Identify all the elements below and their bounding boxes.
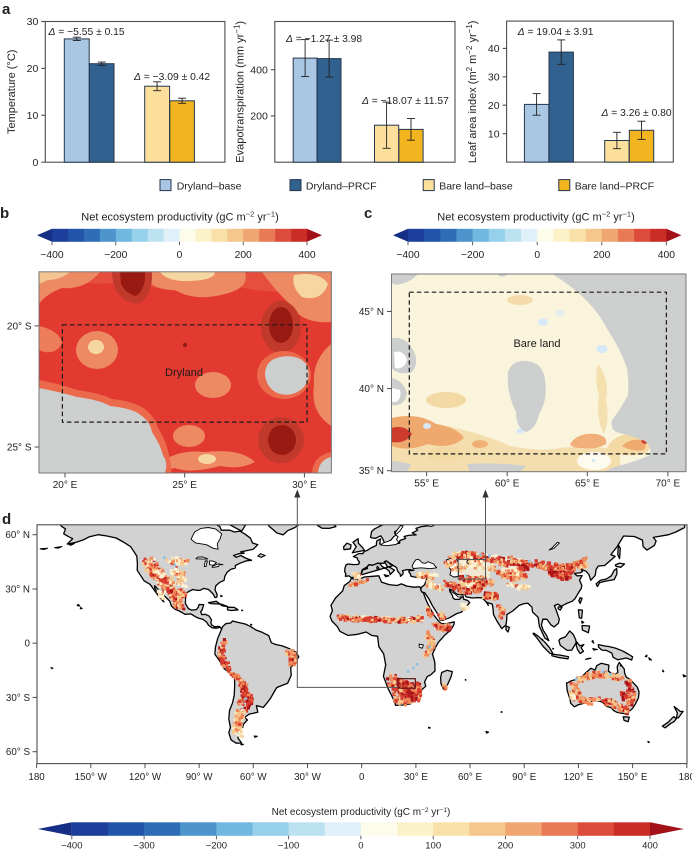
svg-text:150° W: 150° W	[75, 772, 108, 783]
svg-text:200: 200	[497, 841, 513, 852]
svg-text:Dryland–base: Dryland–base	[177, 180, 242, 192]
svg-text:Net ecosystem productivity (gC: Net ecosystem productivity (gC m−2 yr−1)	[272, 807, 451, 819]
svg-text:d: d	[2, 511, 11, 528]
svg-text:0: 0	[177, 250, 183, 261]
svg-text:25° S: 25° S	[7, 443, 32, 454]
svg-text:−400: −400	[396, 250, 419, 261]
svg-text:60° E: 60° E	[458, 772, 483, 783]
svg-text:Bare land: Bare land	[513, 338, 560, 350]
svg-text:40° N: 40° N	[359, 384, 384, 395]
svg-text:20° S: 20° S	[7, 321, 32, 332]
svg-text:0: 0	[534, 250, 540, 261]
svg-text:120° W: 120° W	[129, 772, 162, 783]
svg-text:400: 400	[658, 250, 675, 261]
svg-text:90° W: 90° W	[186, 772, 214, 783]
svg-text:Δ = −5.55 ± 0.15: Δ = −5.55 ± 0.15	[48, 27, 125, 38]
svg-text:20° E: 20° E	[53, 480, 78, 491]
svg-text:180: 180	[679, 772, 692, 783]
svg-text:200: 200	[250, 111, 268, 123]
svg-text:−200: −200	[104, 250, 127, 261]
svg-text:0: 0	[359, 772, 365, 783]
svg-text:Δ = 3.26 ± 0.80: Δ = 3.26 ± 0.80	[601, 108, 672, 119]
svg-text:30° N: 30° N	[5, 584, 30, 595]
svg-text:c: c	[364, 205, 372, 222]
svg-text:60° E: 60° E	[495, 479, 520, 490]
svg-text:30° W: 30° W	[294, 772, 322, 783]
svg-text:−400: −400	[61, 841, 82, 852]
svg-text:Leaf area index (m2 m−2 yr−1): Leaf area index (m2 m−2 yr−1)	[465, 21, 480, 164]
svg-text:400: 400	[642, 841, 658, 852]
svg-text:35° N: 35° N	[359, 466, 384, 477]
svg-text:a: a	[2, 1, 11, 18]
svg-text:Dryland–PRCF: Dryland–PRCF	[306, 180, 377, 192]
svg-text:90° E: 90° E	[512, 772, 537, 783]
svg-text:10: 10	[27, 110, 39, 122]
svg-text:180: 180	[28, 772, 45, 783]
svg-text:Δ = −3.09 ± 0.42: Δ = −3.09 ± 0.42	[133, 72, 210, 83]
svg-text:−300: −300	[133, 841, 154, 852]
svg-text:150° E: 150° E	[618, 772, 648, 783]
svg-text:30° E: 30° E	[404, 772, 429, 783]
svg-text:60° N: 60° N	[5, 530, 30, 541]
svg-text:400: 400	[298, 250, 315, 261]
svg-text:Temperature (°C): Temperature (°C)	[6, 50, 18, 134]
svg-text:Net ecosystem productivity (gC: Net ecosystem productivity (gC m−2 yr−1)	[437, 209, 634, 224]
svg-text:0: 0	[25, 639, 31, 650]
svg-text:Bare land–PRCF: Bare land–PRCF	[575, 180, 654, 192]
svg-text:55° E: 55° E	[414, 479, 439, 490]
svg-text:25° E: 25° E	[172, 480, 197, 491]
svg-text:Δ = −18.07 ± 11.57: Δ = −18.07 ± 11.57	[361, 96, 449, 107]
svg-text:−400: −400	[40, 250, 63, 261]
svg-text:Evapotranspiration (mm yr−1): Evapotranspiration (mm yr−1)	[232, 21, 247, 163]
svg-text:45° N: 45° N	[359, 307, 384, 318]
svg-text:70° E: 70° E	[656, 479, 681, 490]
svg-text:Net ecosystem productivity (gC: Net ecosystem productivity (gC m−2 yr−1)	[81, 209, 278, 224]
svg-text:30: 30	[488, 71, 500, 83]
svg-text:65° E: 65° E	[575, 479, 600, 490]
svg-text:Bare land–base: Bare land–base	[439, 180, 513, 192]
svg-text:20: 20	[488, 100, 500, 112]
svg-text:0: 0	[32, 157, 38, 169]
svg-text:400: 400	[250, 64, 268, 76]
svg-text:40: 40	[488, 43, 500, 55]
svg-text:−200: −200	[461, 250, 484, 261]
svg-text:10: 10	[488, 128, 500, 140]
svg-text:Δ = 19.04 ± 3.91: Δ = 19.04 ± 3.91	[517, 27, 594, 38]
svg-text:−100: −100	[278, 841, 299, 852]
svg-text:30° S: 30° S	[6, 693, 31, 704]
svg-text:300: 300	[570, 841, 586, 852]
svg-text:60° S: 60° S	[6, 747, 31, 758]
svg-text:−200: −200	[206, 841, 227, 852]
svg-text:20: 20	[27, 63, 39, 75]
svg-text:30° E: 30° E	[292, 480, 317, 491]
svg-text:b: b	[0, 205, 9, 222]
svg-text:200: 200	[593, 250, 610, 261]
svg-text:Δ = −1.27 ± 3.98: Δ = −1.27 ± 3.98	[285, 34, 362, 45]
svg-text:100: 100	[425, 841, 441, 852]
svg-text:30: 30	[27, 16, 39, 28]
svg-text:60° W: 60° W	[240, 772, 268, 783]
svg-text:200: 200	[235, 250, 252, 261]
svg-text:0: 0	[358, 841, 363, 852]
svg-text:Dryland: Dryland	[165, 367, 203, 379]
svg-text:120° E: 120° E	[564, 772, 594, 783]
